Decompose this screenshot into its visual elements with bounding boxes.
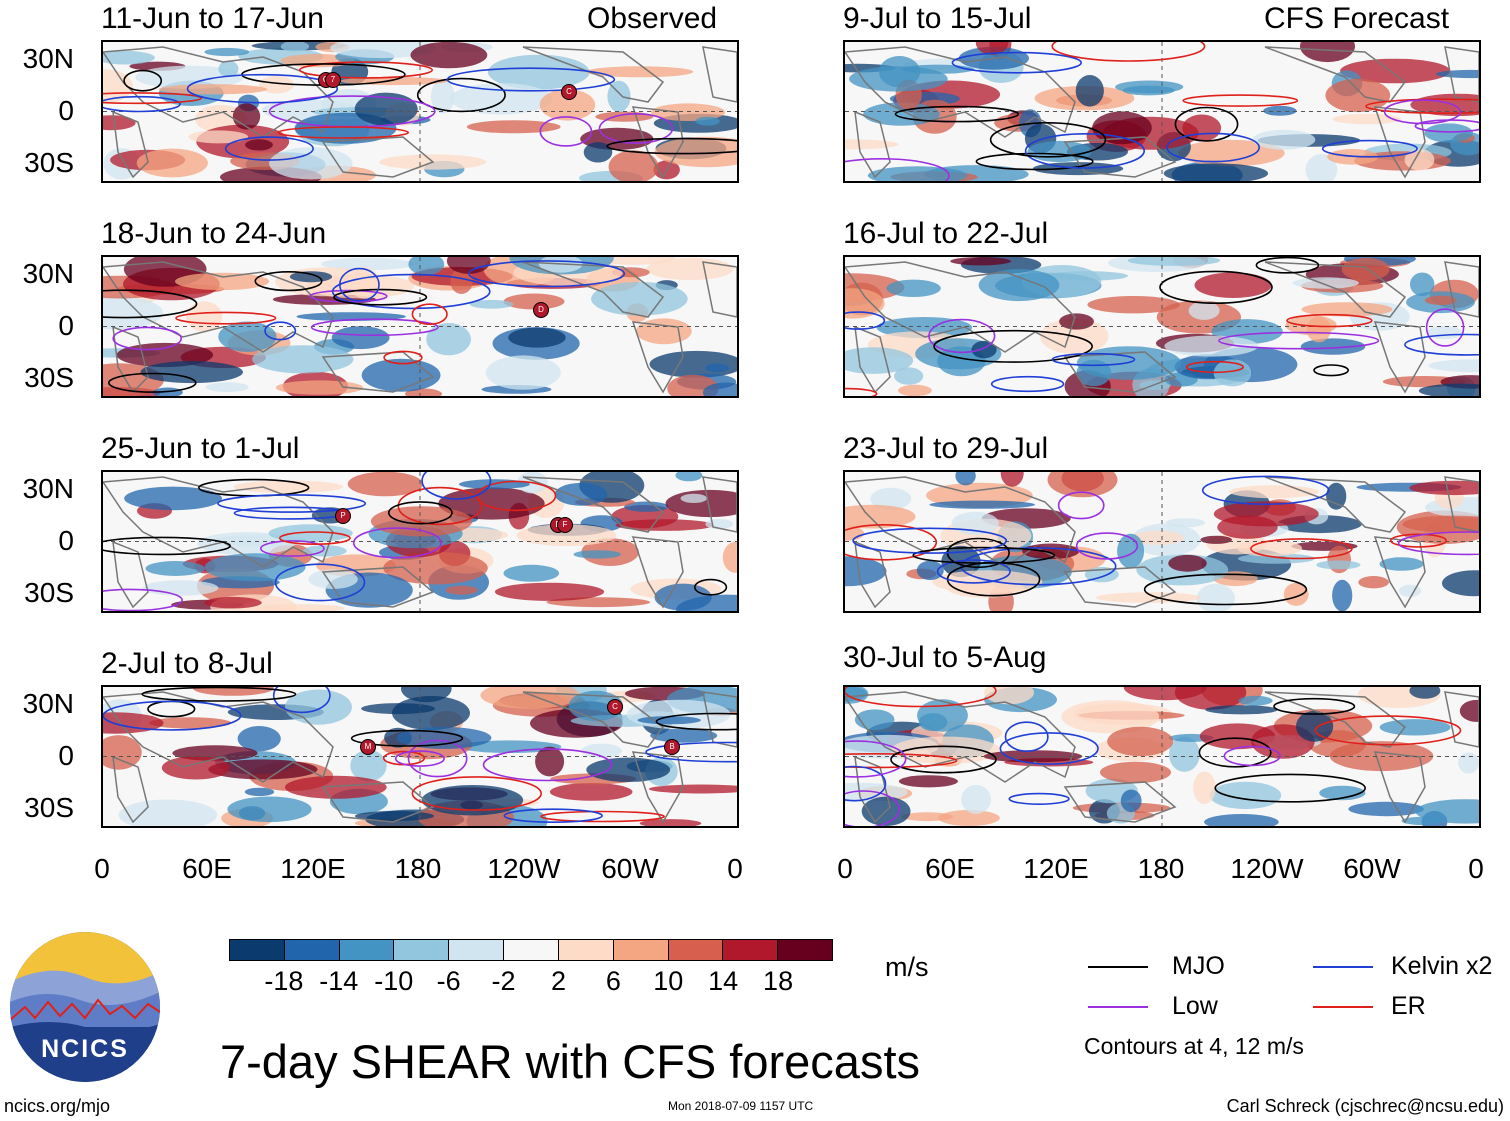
- tropical-cyclone-marker: D: [533, 302, 549, 318]
- panel-title: 2-Jul to 8-Jul: [101, 647, 273, 680]
- shear-map: M C B: [101, 685, 739, 828]
- colorbar-swatch: [394, 940, 450, 960]
- panel-title: 9-Jul to 15-Jul: [843, 2, 1032, 35]
- y-tick-label: 0: [58, 525, 74, 556]
- y-tick-label: 30N: [22, 688, 74, 719]
- legend-label-er: ER: [1391, 992, 1426, 1020]
- tropical-cyclone-marker: C: [561, 84, 577, 100]
- footer-url: ncics.org/mjo: [4, 1096, 111, 1116]
- colorbar-swatch: [668, 940, 724, 960]
- panel-title: 11-Jun to 17-Jun: [101, 2, 324, 35]
- shear-map: PEF: [101, 470, 739, 613]
- panel-title: 18-Jun to 24-Jun: [101, 217, 327, 250]
- tropical-cyclone-marker: P: [335, 508, 351, 524]
- ncics-logo: NCICS: [10, 932, 160, 1082]
- colorbar-swatch: [449, 940, 505, 960]
- x-tick-label: 180: [1137, 853, 1185, 884]
- y-tick-label: 30S: [24, 577, 74, 608]
- colorbar-swatch: [723, 940, 779, 960]
- x-tick-label: 60E: [182, 853, 232, 884]
- panel-title: 16-Jul to 22-Jul: [843, 217, 1049, 250]
- y-tick-label: 0: [58, 95, 74, 126]
- colorbar-tick-label: 6: [605, 966, 621, 996]
- shear-map: G7C: [101, 40, 739, 183]
- panel-title: 23-Jul to 29-Jul: [843, 432, 1049, 465]
- colorbar-swatch: [778, 940, 832, 960]
- x-tick-label: 120W: [1230, 853, 1304, 884]
- legend-line-er: [1313, 1006, 1373, 1008]
- units-label: m/s: [885, 952, 929, 982]
- x-tick-label: 180: [394, 853, 442, 884]
- shear-map: [843, 470, 1481, 613]
- colorbar-swatch: [613, 940, 669, 960]
- logo-text: NCICS: [41, 1035, 129, 1063]
- x-tick-label: 60W: [601, 853, 659, 884]
- colorbar-tick-label: 14: [708, 966, 739, 996]
- x-tick-label: 60E: [925, 853, 975, 884]
- shear-map: [843, 255, 1481, 398]
- colorbar-tick-label: -2: [491, 966, 516, 996]
- x-tick-label: 60W: [1343, 853, 1401, 884]
- colorbar-tick-label: 2: [550, 966, 566, 996]
- colorbar: [229, 939, 833, 961]
- observed-label: Observed: [587, 2, 718, 35]
- colorbar-tick-label: -18: [264, 966, 304, 996]
- tropical-cyclone-marker: 7: [325, 72, 341, 88]
- legend-label-low: Low: [1172, 992, 1218, 1020]
- panel-title: 30-Jul to 5-Aug: [843, 641, 1047, 674]
- x-tick-label: 120W: [487, 853, 561, 884]
- colorbar-swatch: [339, 940, 395, 960]
- shear-map: [843, 685, 1481, 828]
- y-tick-label: 30S: [24, 792, 74, 823]
- colorbar-tick-label: -6: [436, 966, 461, 996]
- colorbar-swatch: [284, 940, 340, 960]
- y-tick-label: 30S: [24, 147, 74, 178]
- shear-map: D: [101, 255, 739, 398]
- colorbar-swatch: [230, 940, 285, 960]
- legend-line-mjo: [1088, 966, 1148, 968]
- colorbar-swatch: [504, 940, 559, 960]
- legend-label-mjo: MJO: [1172, 952, 1225, 980]
- panel-title: 25-Jun to 1-Jul: [101, 432, 300, 465]
- x-tick-label: 0: [94, 853, 110, 884]
- colorbar-tick-label: 18: [763, 966, 794, 996]
- shear-map: [843, 40, 1481, 183]
- tropical-cyclone-marker: C: [607, 699, 623, 715]
- legend-label-kelvin: Kelvin x2: [1391, 952, 1493, 980]
- y-tick-label: 30S: [24, 362, 74, 393]
- colorbar-tick-label: 10: [653, 966, 684, 996]
- main-title: 7-day SHEAR with CFS forecasts: [220, 1035, 920, 1088]
- tropical-cyclone-marker: F: [557, 517, 573, 533]
- colorbar-tick-label: -14: [319, 966, 359, 996]
- tropical-cyclone-marker: M: [360, 739, 376, 755]
- legend-line-low: [1088, 1006, 1148, 1008]
- cfs-forecast-label: CFS Forecast: [1264, 2, 1450, 35]
- y-tick-label: 0: [58, 740, 74, 771]
- legend-line-kelvin: [1313, 966, 1373, 968]
- x-tick-label: 120E: [1023, 853, 1089, 884]
- footer-timestamp: Mon 2018-07-09 1157 UTC: [668, 1099, 814, 1113]
- colorbar-tick-label: -10: [374, 966, 414, 996]
- x-tick-label: 120E: [280, 853, 346, 884]
- x-tick-label: 0: [837, 853, 853, 884]
- contour-note: Contours at 4, 12 m/s: [1084, 1033, 1304, 1059]
- x-tick-label: 0: [1468, 853, 1484, 884]
- y-tick-label: 30N: [22, 473, 74, 504]
- x-tick-label: 0: [727, 853, 743, 884]
- tropical-cyclone-marker: B: [664, 739, 680, 755]
- y-tick-label: 30N: [22, 258, 74, 289]
- y-tick-label: 30N: [22, 43, 74, 74]
- colorbar-swatch: [558, 940, 614, 960]
- y-tick-label: 0: [58, 310, 74, 341]
- footer-author: Carl Schreck (cjschrec@ncsu.edu): [1226, 1096, 1504, 1116]
